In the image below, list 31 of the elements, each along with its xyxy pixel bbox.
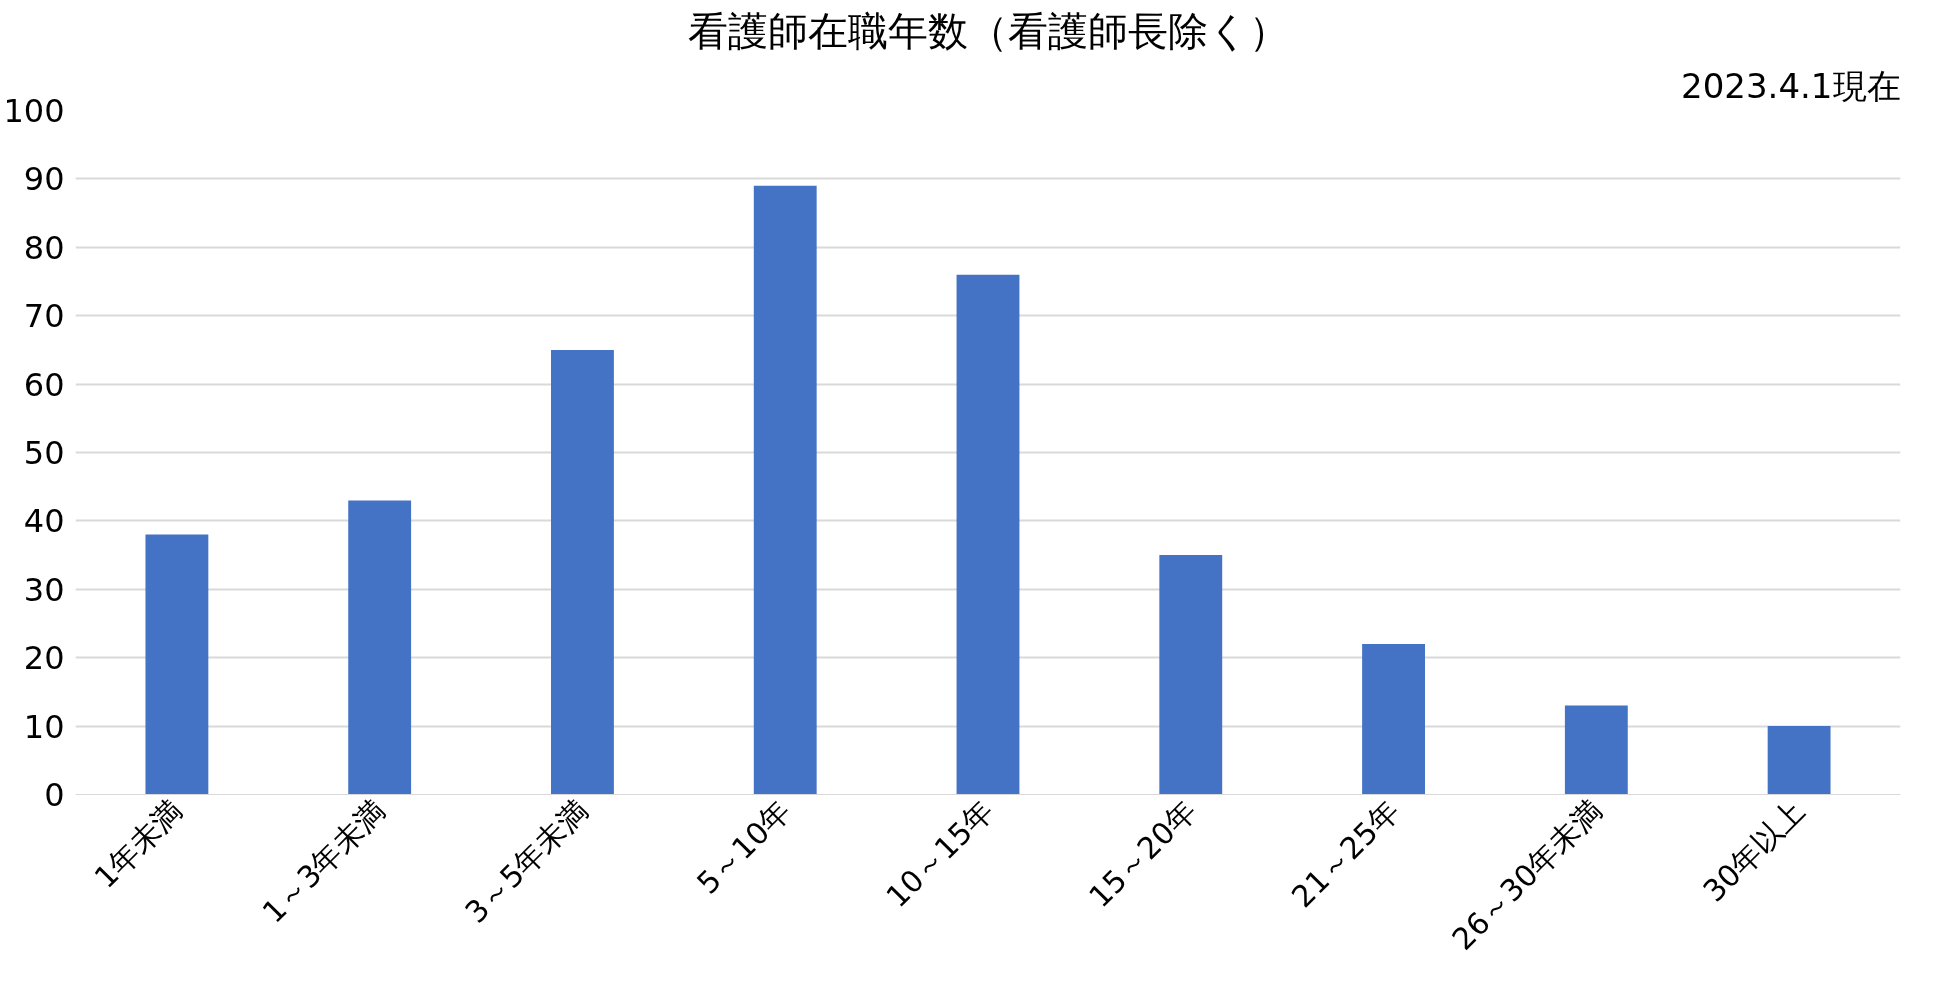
y-tick-label: 60 (23, 365, 65, 404)
bar (1767, 726, 1831, 795)
bar (348, 500, 412, 795)
y-tick-label: 90 (23, 160, 65, 199)
x-tick-label: 1年未満 (87, 793, 190, 896)
y-tick-label: 10 (23, 707, 65, 746)
x-tick-label: 21～25年 (1284, 793, 1406, 915)
bar (956, 274, 1020, 795)
x-tick-label: 15～20年 (1081, 793, 1204, 915)
y-tick-label: 80 (23, 228, 65, 267)
chart-title: 看護師在職年数（看護師長除く） (687, 7, 1289, 54)
bar (1564, 705, 1628, 795)
y-tick-label: 30 (23, 570, 65, 609)
x-tick-label: 10～15年 (879, 793, 1001, 915)
x-tick-label: 30年以上 (1696, 793, 1812, 909)
y-tick-label: 0 (44, 776, 65, 814)
y-tick-label: 100 (3, 92, 65, 130)
chart-subtitle: 2023.4.1現在 (1681, 65, 1901, 106)
y-tick-label: 70 (23, 297, 65, 336)
x-tick-label: 1～3年未満 (255, 793, 393, 930)
y-tick-label: 50 (23, 434, 65, 472)
y-tick-label: 20 (23, 639, 65, 678)
bar (1159, 555, 1223, 795)
x-tick-label: 5～10年 (689, 793, 798, 901)
x-tick-label: 26～30年未満 (1445, 793, 1609, 957)
x-tick-label: 3～5年未満 (458, 793, 595, 930)
bar (753, 185, 817, 795)
y-tick-label: 40 (23, 502, 65, 541)
bar (1362, 644, 1425, 795)
bar (551, 349, 614, 795)
bar (145, 534, 209, 795)
